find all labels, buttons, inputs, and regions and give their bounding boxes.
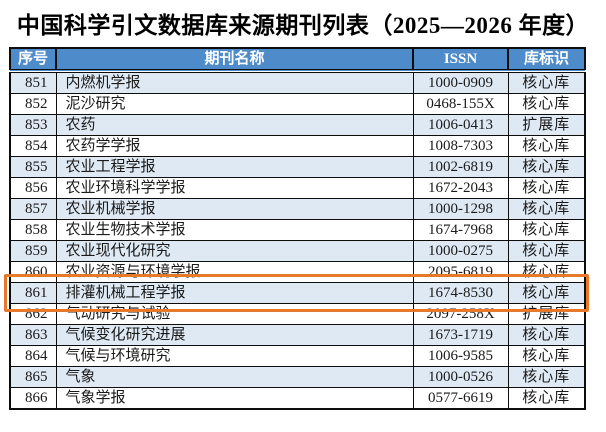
cell-journal-name: 农业工程学报 [55, 156, 414, 178]
col-header-no: 序号 [9, 47, 57, 73]
table-row: 866 气象学报 0577-6619 核心库 [9, 387, 586, 410]
col-header-db: 库标识 [507, 47, 586, 73]
cell-journal-name: 农药学学报 [55, 135, 414, 157]
cell-row-number: 851 [9, 70, 57, 94]
header-row: 序号 期刊名称 ISSN 库标识 [9, 47, 586, 73]
cell-row-number: 855 [9, 156, 57, 178]
table-row: 853 农药 1006-0413 扩展库 [9, 114, 586, 136]
cell-db-flag: 核心库 [507, 219, 586, 241]
cell-row-number: 852 [9, 93, 57, 115]
cell-db-flag: 扩展库 [507, 114, 586, 136]
cell-issn: 0468-155X [412, 93, 509, 115]
cell-issn: 1006-0413 [412, 114, 509, 136]
cell-issn: 1000-0275 [412, 240, 509, 262]
table-row: 855 农业工程学报 1002-6819 核心库 [9, 156, 586, 178]
cell-row-number: 857 [9, 198, 57, 220]
cell-issn: 1006-9585 [412, 345, 509, 367]
cell-row-number: 860 [9, 261, 57, 283]
cell-issn: 1674-8530 [412, 282, 509, 304]
cell-row-number: 854 [9, 135, 57, 157]
cell-row-number: 863 [9, 324, 57, 346]
table-row: 852 泥沙研究 0468-155X 核心库 [9, 93, 586, 115]
table-row: 858 农业生物技术学报 1674-7968 核心库 [9, 219, 586, 241]
cell-journal-name: 气候与环境研究 [55, 345, 414, 367]
cell-journal-name: 农业机械学报 [55, 198, 414, 220]
cell-db-flag: 核心库 [507, 240, 586, 262]
table-row: 862 气动研究与试验 2097-258X 扩展库 [9, 303, 586, 325]
cell-issn: 1008-7303 [412, 135, 509, 157]
table-row: 865 气象 1000-0526 核心库 [9, 366, 586, 388]
cell-issn: 1672-2043 [412, 177, 509, 199]
highlight-box [4, 274, 589, 312]
cell-journal-name: 农药 [55, 114, 414, 136]
cell-db-flag: 核心库 [507, 345, 586, 367]
cell-journal-name: 气候变化研究进展 [55, 324, 414, 346]
cell-issn: 1673-1719 [412, 324, 509, 346]
cell-row-number: 853 [9, 114, 57, 136]
cell-journal-name: 气象 [55, 366, 414, 388]
table-row: 864 气候与环境研究 1006-9585 核心库 [9, 345, 586, 367]
cell-issn: 1000-0526 [412, 366, 509, 388]
cell-row-number: 865 [9, 366, 57, 388]
cell-issn: 1000-0909 [412, 70, 509, 94]
cell-db-flag: 核心库 [507, 387, 586, 410]
cell-row-number: 856 [9, 177, 57, 199]
cell-row-number: 861 [9, 282, 57, 304]
cell-db-flag: 核心库 [507, 156, 586, 178]
table-row: 856 农业环境科学学报 1672-2043 核心库 [9, 177, 586, 199]
cell-issn: 1000-1298 [412, 198, 509, 220]
cell-row-number: 864 [9, 345, 57, 367]
cell-db-flag: 核心库 [507, 366, 586, 388]
table-row: 854 农药学学报 1008-7303 核心库 [9, 135, 586, 157]
cell-journal-name: 气象学报 [55, 387, 414, 410]
cell-issn: 1002-6819 [412, 156, 509, 178]
cell-row-number: 858 [9, 219, 57, 241]
cell-issn: 1674-7968 [412, 219, 509, 241]
table-row: 857 农业机械学报 1000-1298 核心库 [9, 198, 586, 220]
cell-journal-name: 农业现代化研究 [55, 240, 414, 262]
table-row: 859 农业现代化研究 1000-0275 核心库 [9, 240, 586, 262]
cell-journal-name: 农业环境科学学报 [55, 177, 414, 199]
cell-journal-name: 排灌机械工程学报 [55, 282, 414, 304]
col-header-name: 期刊名称 [55, 47, 414, 73]
cell-issn: 2095-6819 [412, 261, 509, 283]
cell-db-flag: 核心库 [507, 198, 586, 220]
cell-db-flag: 核心库 [507, 135, 586, 157]
journal-table: 序号 期刊名称 ISSN 库标识 851 内燃机学报 1000-0909 核心库… [9, 47, 586, 410]
cell-issn: 0577-6619 [412, 387, 509, 410]
table-row: 851 内燃机学报 1000-0909 核心库 [9, 70, 586, 94]
page-title: 中国科学引文数据库来源期刊列表（2025—2026 年度） [16, 13, 590, 38]
col-header-issn: ISSN [412, 47, 509, 73]
cell-db-flag: 核心库 [507, 93, 586, 115]
cell-db-flag: 核心库 [507, 177, 586, 199]
cell-db-flag: 核心库 [507, 324, 586, 346]
table-row: 863 气候变化研究进展 1673-1719 核心库 [9, 324, 586, 346]
cell-row-number: 866 [9, 387, 57, 410]
cell-row-number: 859 [9, 240, 57, 262]
cell-journal-name: 农业生物技术学报 [55, 219, 414, 241]
cell-journal-name: 内燃机学报 [55, 70, 414, 94]
cell-db-flag: 核心库 [507, 70, 586, 94]
cell-journal-name: 泥沙研究 [55, 93, 414, 115]
